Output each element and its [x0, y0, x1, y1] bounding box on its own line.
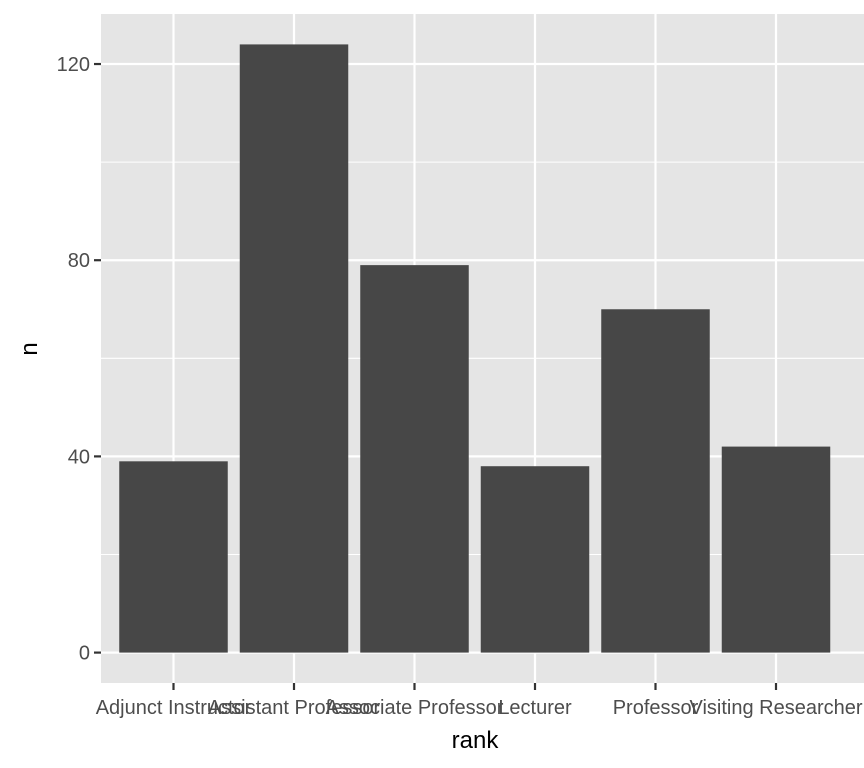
x-tick-label: Professor	[613, 697, 699, 719]
x-tick-label: Adjunct Instructor	[96, 697, 252, 719]
x-tick-label: Associate Professor	[326, 697, 504, 719]
y-axis-title: n	[16, 342, 43, 355]
x-axis-title: rank	[452, 727, 500, 754]
bar	[119, 461, 228, 653]
y-tick-label: 0	[79, 643, 90, 665]
y-tick-label: 80	[68, 250, 90, 272]
bar	[721, 446, 831, 653]
bar	[239, 44, 349, 653]
bar	[601, 309, 710, 653]
x-tick-label: Assistant Professor	[208, 697, 381, 719]
x-tick-label: Visiting Researcher	[689, 697, 862, 719]
y-tick-label: 120	[57, 54, 90, 76]
bars	[119, 44, 831, 653]
x-tick-label: Lecturer	[498, 697, 572, 719]
bar	[480, 466, 590, 653]
y-tick-label: 40	[68, 446, 90, 468]
bar	[360, 265, 469, 653]
